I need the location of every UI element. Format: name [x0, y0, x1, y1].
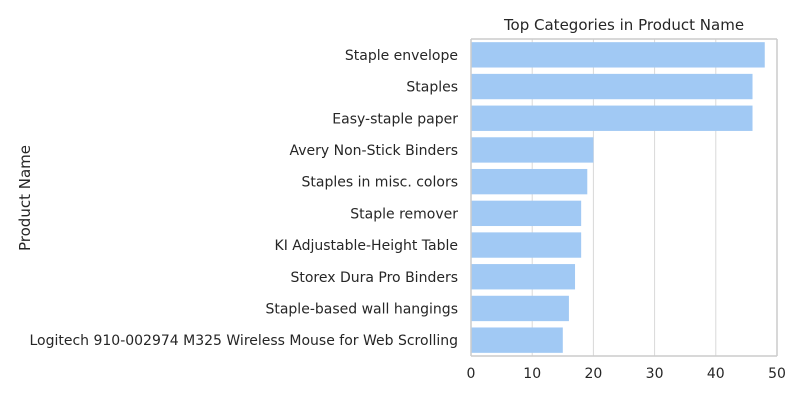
category-label: Logitech 910-002974 M325 Wireless Mouse …: [29, 333, 458, 349]
category-label: Staples in misc. colors: [302, 175, 459, 191]
bar: [471, 295, 569, 322]
x-tick-label: 20: [584, 366, 602, 382]
chart-title: Top Categories in Product Name: [503, 16, 744, 34]
category-label: Avery Non-Stick Binders: [289, 143, 458, 159]
category-label: Staple envelope: [345, 48, 458, 64]
x-tick-label: 50: [768, 366, 786, 382]
bar: [471, 73, 753, 100]
x-tick-label: 0: [467, 366, 476, 382]
category-label: Easy-staple paper: [332, 111, 458, 127]
category-label: Storex Dura Pro Binders: [290, 270, 458, 286]
bar: [471, 168, 588, 195]
x-tick-label: 40: [707, 366, 725, 382]
bars: [471, 42, 765, 353]
category-label: Staple remover: [350, 206, 458, 222]
y-axis-label: Product Name: [16, 145, 34, 251]
axes-frame: [470, 38, 778, 357]
category-label: KI Adjustable-Height Table: [275, 238, 458, 254]
bar: [471, 42, 765, 68]
bar: [471, 264, 576, 290]
bar: [471, 105, 753, 131]
x-tick-labels: 0 10 20 30 40 50: [467, 366, 786, 382]
category-labels: Staple envelope Staples Easy-staple paper A…: [29, 48, 458, 349]
bar: [471, 327, 563, 353]
x-tick-label: 30: [646, 366, 664, 382]
bar: [471, 137, 594, 163]
category-label: Staple-based wall hangings: [265, 301, 458, 317]
x-tick-label: 10: [523, 366, 541, 382]
bar: [471, 232, 582, 258]
bar: [471, 200, 582, 227]
category-label: Staples: [406, 80, 458, 96]
